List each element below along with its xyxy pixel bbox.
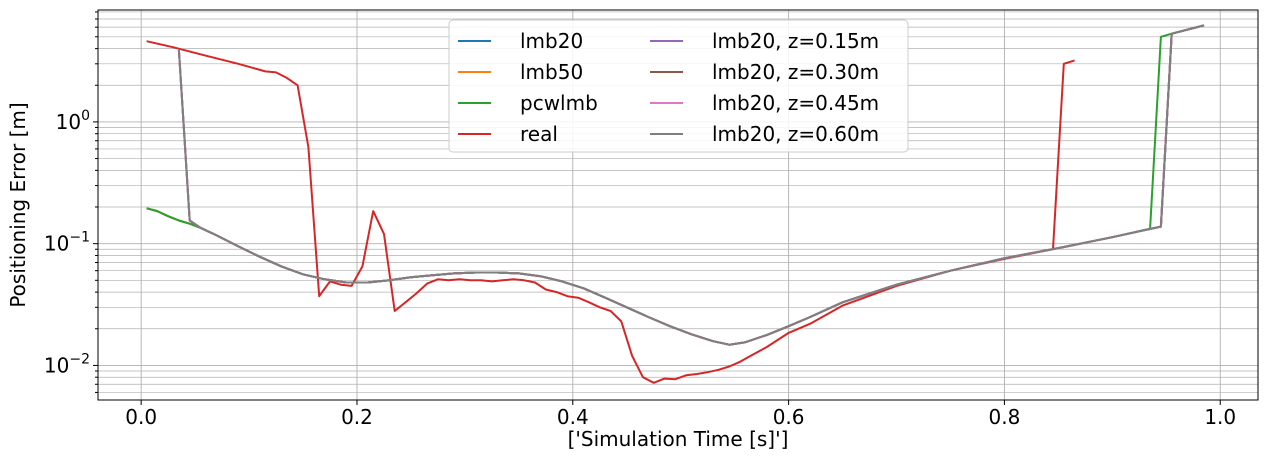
series-line-lmb20-z-0-60m <box>177 24 1205 346</box>
series-line-real <box>146 40 1075 384</box>
ticks: 0.0 0.2 0.4 0.6 0.8 1.0 10−2 10−1 100 <box>44 11 1236 429</box>
x-tick-label: 0.6 <box>773 405 805 429</box>
x-tick-label: 0.4 <box>557 405 589 429</box>
x-tick-label: 1.0 <box>1204 405 1236 429</box>
x-axis-label: ['Simulation Time [s]'] <box>568 427 789 451</box>
y-axis-label: Positioning Error [m] <box>6 102 30 307</box>
y-tick-label: 10−1 <box>44 230 90 256</box>
series-group <box>146 24 1205 384</box>
legend-label: lmb20, z=0.45m <box>712 91 879 115</box>
x-tick-label: 0.8 <box>989 405 1021 429</box>
legend-label: real <box>520 122 558 146</box>
legend-box <box>448 19 909 153</box>
x-tick-label: 0.2 <box>341 405 373 429</box>
legend-label: pcwlmb <box>520 91 598 115</box>
legend-label: lmb50 <box>520 60 583 84</box>
y-tick-label: 10−2 <box>44 351 90 377</box>
legend-label: lmb20, z=0.60m <box>712 122 879 146</box>
legend-label: lmb20, z=0.15m <box>712 29 879 53</box>
legend-label: lmb20 <box>520 29 583 53</box>
plot-frame <box>97 9 1259 401</box>
x-tick-label: 0.0 <box>125 405 157 429</box>
legend-label: lmb20, z=0.30m <box>712 60 879 84</box>
legend: lmb20 lmb50 pcwlmb real lmb20, z=0.15m lmb20,… <box>448 19 909 153</box>
y-tick-label: 100 <box>56 108 90 134</box>
